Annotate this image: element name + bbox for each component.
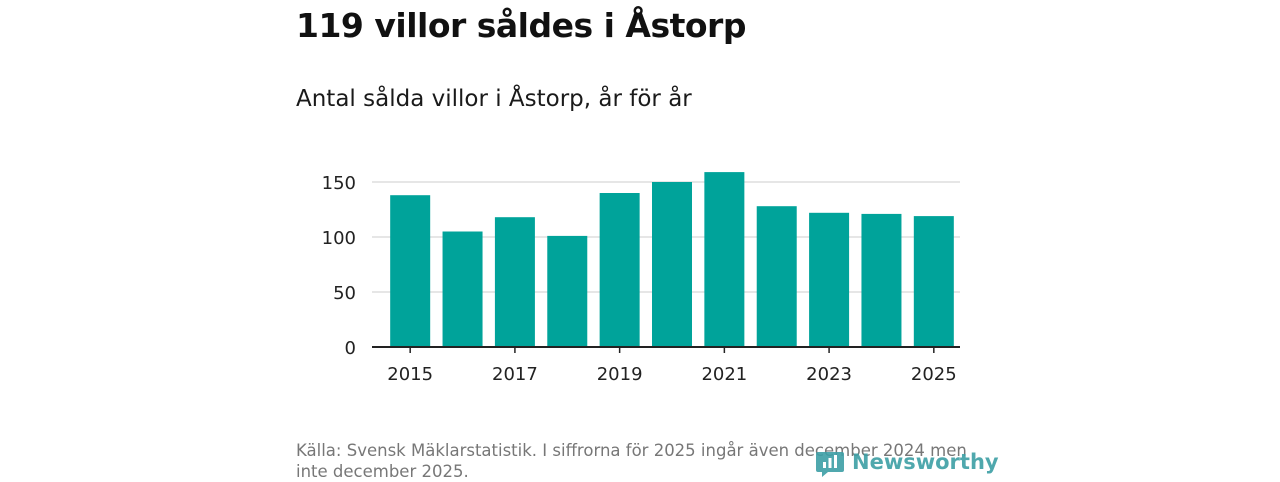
x-tick-label: 2015 bbox=[387, 364, 433, 385]
x-tick-label: 2017 bbox=[492, 364, 538, 385]
bar-2017 bbox=[494, 217, 535, 347]
y-tick-label: 0 bbox=[345, 338, 356, 359]
bar-2023 bbox=[809, 212, 850, 347]
y-tick-label: 50 bbox=[333, 283, 356, 304]
source-note: Källa: Svensk Mäklarstatistik. I siffror… bbox=[296, 441, 967, 481]
y-axis-ticks: 0 50 100 150 bbox=[322, 173, 356, 359]
chart-subtitle: Antal sålda villor i Åstorp, år för år bbox=[296, 86, 692, 112]
bar-2024 bbox=[861, 213, 902, 347]
bars bbox=[390, 172, 954, 347]
x-axis-ticks: 2015 2017 2019 2021 2023 2025 bbox=[387, 347, 957, 385]
brand-name: Newsworthy bbox=[852, 450, 999, 474]
bar-2019 bbox=[599, 193, 640, 347]
bar-2015 bbox=[390, 195, 431, 347]
bar-2022 bbox=[756, 206, 797, 347]
x-tick-label: 2025 bbox=[911, 364, 957, 385]
y-tick-label: 100 bbox=[322, 228, 356, 249]
bar-2018 bbox=[547, 235, 588, 347]
chart-title: 119 villor såldes i Åstorp bbox=[296, 6, 746, 45]
bar-2016 bbox=[442, 231, 483, 347]
x-tick-label: 2021 bbox=[701, 364, 747, 385]
brand-logo: Newsworthy bbox=[814, 446, 999, 478]
x-tick-label: 2019 bbox=[597, 364, 643, 385]
bar-2025 bbox=[913, 216, 954, 347]
y-tick-label: 150 bbox=[322, 173, 356, 194]
bar-2020 bbox=[652, 182, 692, 347]
x-tick-label: 2023 bbox=[806, 364, 852, 385]
bar-2021 bbox=[704, 172, 745, 347]
newsworthy-logo-icon bbox=[816, 452, 844, 477]
